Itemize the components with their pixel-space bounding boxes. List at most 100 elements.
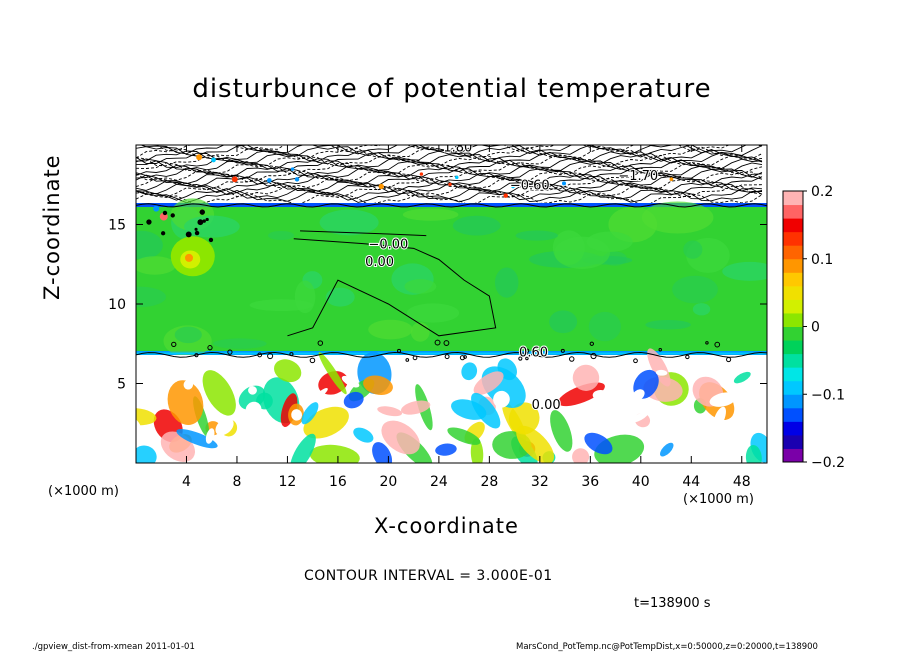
colorbar-segment [783,340,803,355]
eddy [372,442,393,463]
cold-spot [153,205,160,212]
eddy-core [631,411,649,423]
eddy [309,444,360,463]
middle-patch [213,338,267,349]
contour-blob [194,353,199,358]
eddy [473,371,504,395]
eddy [343,391,364,409]
eddy-core [493,390,510,408]
colorbar-tick-label: −0.1 [811,387,845,403]
middle-patch [410,322,430,342]
contour-interval-label: CONTOUR INTERVAL = 3.000E-01 [304,568,553,584]
contour-blob [257,352,263,358]
time-label: t=138900 s [634,596,711,611]
contour-blob [162,210,168,216]
x-tick-label: 16 [329,474,347,490]
eddy [377,406,403,417]
x-unit-left: (×1000 m) [48,484,119,499]
hot-spot [185,253,194,262]
contour-label: −0.60 [510,179,550,194]
middle-patch [683,240,703,259]
contour-blob [146,219,152,225]
upper-speck [561,181,567,186]
colorbar-segment [783,218,803,233]
upper-boundary-band [136,203,767,207]
upper-speck [448,182,452,187]
colorbar-tick-label: 0.2 [811,184,833,200]
upper-contour [136,145,763,158]
x-tick-label: 36 [581,474,599,490]
y-tick-label: 5 [117,377,126,393]
middle-patch [586,231,633,252]
contour-blob [227,349,233,355]
upper-contour [136,157,763,170]
zero-contour [300,230,427,237]
colorbar-tick-label: 0.1 [811,252,833,268]
middle-patch [294,280,316,314]
contour-blob [317,340,324,346]
middle-patch [368,319,413,340]
lower-boundary-contour [136,351,767,358]
upper-speck [211,157,216,163]
upper-contour [136,151,763,165]
upper-speck [669,177,674,182]
x-tick-label: 48 [733,474,751,490]
colorbar-tick-label: 0 [811,320,820,336]
colorbar-segment [783,434,803,449]
eddy-core [709,392,737,407]
contour-blob [633,358,638,364]
eddy [202,370,236,416]
contour-blob [714,341,721,348]
contour-blob [589,341,595,346]
x-tick-label: 44 [682,474,700,490]
eddy-core [205,428,215,444]
eddy [550,410,573,452]
upper-speck [503,193,508,198]
eddy [274,359,302,383]
eddy-core [592,389,609,401]
x-tick-label: 12 [279,474,297,490]
middle-patch [588,311,621,342]
eddy-core [291,409,303,421]
eddy [400,400,431,415]
x-tick-label: 8 [232,474,241,490]
colorbar-segment [783,245,803,260]
y-tick-label: 10 [108,297,126,313]
upper-contour [136,187,763,201]
middle-patch [136,286,166,308]
upper-speck [378,183,384,190]
contour-blob [197,219,204,226]
colorbar: 0.2 0.1 0 −0.1 −0.2 [782,184,845,471]
eddy-core [313,387,328,401]
colorbar-segment [783,204,803,219]
plot-area: 1.80 −1.70 −0.60 −0.00 0.00 0.60 0.00 [136,140,767,463]
contour-blob [459,355,466,361]
contour-label: −0.00 [368,237,408,252]
upper-contour [136,149,763,163]
contour-blob [171,341,177,348]
middle-patch [325,287,355,307]
eddy [508,402,540,435]
middle-patch [267,230,295,240]
upper-speck [267,178,272,183]
colorbar-segment [783,448,803,463]
upper-contour [136,177,763,191]
eddy [572,448,590,463]
colorbar-segment [783,394,803,409]
contour-blob [658,348,662,352]
upper-speck [290,167,295,171]
x-tick-label: 40 [632,474,650,490]
eddy-core [713,406,726,430]
colorbar-segment [783,407,803,422]
contour-label: 1.80 [443,140,472,155]
eddy [516,425,555,463]
eddy [136,445,157,463]
eddy-core [655,369,668,376]
footer-right: MarsCond_PotTemp.nc@PotTempDist,x=0:5000… [516,642,818,652]
x-tick-label: 32 [531,474,549,490]
contour-blob [443,340,450,346]
middle-layer-patches [136,198,767,357]
contour-blob [309,357,316,364]
upper-speck [454,175,459,180]
